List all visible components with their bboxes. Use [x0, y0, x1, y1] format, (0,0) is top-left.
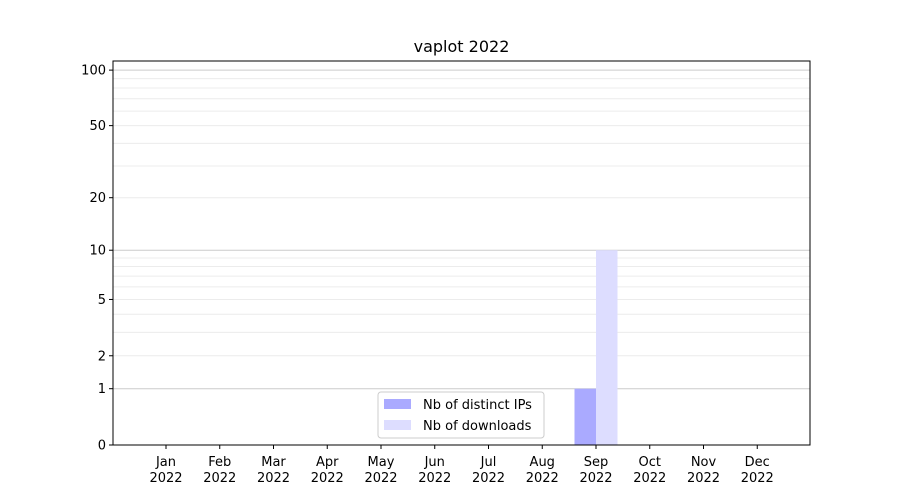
x-tick-label-month: Dec — [745, 455, 770, 470]
x-tick-label-month: Oct — [639, 455, 661, 470]
x-tick-label-month: Sep — [584, 455, 609, 470]
legend-label-downloads: Nb of downloads — [423, 419, 532, 434]
x-tick-label-year: 2022 — [633, 471, 666, 486]
x-tick-label-year: 2022 — [741, 471, 774, 486]
legend-label-ips: Nb of distinct IPs — [423, 398, 532, 413]
legend: Nb of distinct IPs Nb of downloads — [377, 391, 545, 439]
x-tick-label-month: Aug — [530, 455, 555, 470]
x-tick-label-month: Apr — [316, 455, 339, 470]
plot-frame — [112, 60, 811, 446]
x-tick-label-year: 2022 — [149, 471, 182, 486]
bar-distinct-ips — [574, 388, 596, 445]
x-tick-label-year: 2022 — [203, 471, 236, 486]
x-tick-label-year: 2022 — [364, 471, 397, 486]
y-tick-label: 100 — [81, 64, 106, 79]
x-tick-label-month: Jun — [424, 455, 445, 470]
y-tick-label: 10 — [89, 244, 106, 259]
x-tick-label-year: 2022 — [472, 471, 505, 486]
x-tick-label-year: 2022 — [526, 471, 559, 486]
y-tick-label: 0 — [98, 439, 106, 454]
y-tick-label: 20 — [89, 191, 106, 206]
y-axis: 0 1 2 5 10 20 50 100 — [81, 64, 113, 454]
legend-swatch-downloads — [384, 420, 411, 430]
x-tick-label-year: 2022 — [579, 471, 612, 486]
legend-swatch-ips — [384, 399, 411, 409]
x-tick-label-year: 2022 — [311, 471, 344, 486]
chart-title: vaplot 2022 — [414, 37, 510, 56]
x-tick-label-year: 2022 — [257, 471, 290, 486]
y-tick-label: 2 — [98, 349, 106, 364]
gridlines — [113, 69, 810, 390]
bars — [574, 250, 618, 445]
x-tick-label-month: Nov — [691, 455, 717, 470]
x-tick-label-month: Mar — [261, 455, 286, 470]
y-tick-label: 5 — [98, 293, 106, 308]
y-tick-label: 1 — [98, 382, 106, 397]
bar-downloads — [596, 250, 618, 445]
x-tick-label-month: Feb — [208, 455, 231, 470]
x-axis: Jan2022Feb2022Mar2022Apr2022May2022Jun20… — [149, 445, 774, 486]
x-tick-label-month: May — [368, 455, 395, 470]
x-tick-label-month: Jul — [480, 455, 497, 470]
x-tick-label-year: 2022 — [687, 471, 720, 486]
x-tick-label-year: 2022 — [418, 471, 451, 486]
legend-box — [377, 391, 545, 439]
y-tick-label: 50 — [89, 119, 106, 134]
x-tick-label-month: Jan — [155, 455, 176, 470]
